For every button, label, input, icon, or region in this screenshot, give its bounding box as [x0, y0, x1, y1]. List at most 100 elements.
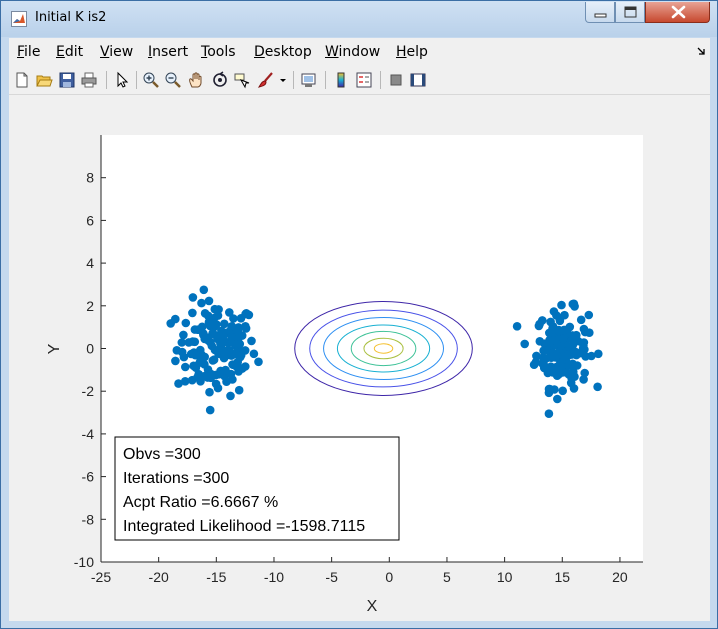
data-point	[206, 369, 216, 379]
data-point	[188, 308, 197, 318]
dropdown-arrow-icon[interactable]	[279, 71, 287, 89]
contour-line	[323, 317, 444, 380]
data-point	[204, 296, 214, 306]
contour-line	[363, 337, 404, 360]
contour-group	[294, 301, 473, 396]
data-point	[227, 332, 236, 342]
x-tick-label: -5	[325, 569, 338, 585]
data-point	[547, 352, 556, 362]
toolbar-separator	[325, 71, 326, 89]
x-tick-label: 10	[497, 569, 513, 585]
menu-view[interactable]: View	[100, 44, 134, 60]
save-icon[interactable]	[58, 71, 76, 89]
data-point	[181, 362, 190, 372]
menu-tools[interactable]: Tools	[201, 44, 236, 60]
data-point	[532, 351, 541, 361]
data-cursor-icon[interactable]	[233, 71, 251, 89]
contour-line	[294, 301, 473, 396]
title-bar[interactable]: Initial K is2	[1, 1, 717, 37]
data-point	[554, 325, 564, 335]
figure-canvas: -25 -20 -15 -10 -5 0 5 10 15 20 -10 -8 -6 -4 -2 0 2 4 6 8 X…	[9, 95, 710, 621]
menu-insert[interactable]: Insert	[148, 44, 189, 60]
data-point	[220, 319, 229, 329]
maximize-icon	[624, 6, 637, 18]
x-tick-label: 0	[385, 569, 393, 585]
menu-help[interactable]: Help	[396, 44, 428, 60]
menu-file[interactable]: File	[17, 44, 41, 60]
x-tick-label: 15	[554, 569, 570, 585]
menu-desktop[interactable]: Desktop	[254, 44, 312, 60]
maximize-button[interactable]	[615, 2, 645, 23]
annotation-likelihood: Integrated Likelihood =-1598.7115	[123, 518, 365, 535]
data-point	[557, 300, 566, 310]
data-point	[235, 339, 245, 349]
y-tick-label: 0	[86, 341, 94, 357]
new-figure-icon[interactable]	[13, 71, 31, 89]
data-point	[558, 386, 567, 396]
edit-plot-arrow-icon[interactable]	[113, 71, 131, 89]
data-point	[177, 338, 187, 347]
data-point	[556, 341, 566, 350]
x-tick-label: -20	[149, 569, 169, 585]
y-tick-label: -6	[82, 469, 95, 485]
data-point	[199, 285, 209, 295]
data-point	[180, 377, 190, 386]
y-tick-label: 8	[86, 170, 94, 186]
y-tick-label: 6	[86, 212, 94, 228]
y-tick-label: -10	[74, 554, 94, 570]
close-button[interactable]	[645, 2, 710, 23]
data-point	[184, 338, 194, 347]
x-tick-label: 20	[612, 569, 628, 585]
data-point	[531, 357, 541, 367]
colorbar-icon[interactable]	[332, 71, 350, 89]
data-point	[241, 322, 250, 331]
print-icon[interactable]	[80, 71, 98, 89]
annotation-iterations: Iterations =300	[123, 470, 229, 487]
brush-icon[interactable]	[257, 71, 275, 89]
contour-line	[309, 309, 458, 388]
annotation-box: Obvs =300 Iterations =300 Acpt Ratio =6.…	[114, 436, 400, 541]
toolbar-separator	[136, 71, 137, 89]
rotate-3d-icon[interactable]	[211, 71, 229, 89]
data-point	[171, 356, 180, 366]
zoom-out-icon[interactable]	[164, 71, 182, 89]
contour-line	[350, 330, 417, 367]
hide-plot-tools-icon[interactable]	[387, 71, 405, 89]
menu-window[interactable]: Window	[325, 44, 381, 60]
data-point	[188, 293, 198, 302]
data-point	[249, 349, 259, 359]
data-point	[220, 348, 229, 357]
data-point	[559, 334, 568, 344]
data-point	[191, 350, 200, 360]
minimize-button[interactable]	[585, 2, 615, 23]
x-tick-label: -25	[91, 569, 111, 585]
data-point	[166, 319, 175, 328]
data-point	[561, 352, 570, 361]
close-icon	[671, 5, 686, 19]
data-point	[181, 318, 191, 328]
dock-arrow-icon[interactable]	[697, 46, 707, 56]
data-point	[520, 339, 529, 349]
legend-icon[interactable]	[355, 71, 373, 89]
data-point	[213, 383, 223, 393]
y-tick-label: -8	[82, 511, 95, 527]
open-file-icon[interactable]	[35, 71, 53, 89]
link-plot-icon[interactable]	[300, 71, 318, 89]
annotation-observations: Obvs =300	[123, 446, 201, 463]
x-tick-label: -10	[264, 569, 284, 585]
toolbar-separator	[106, 71, 107, 89]
data-point	[193, 373, 203, 382]
data-point	[225, 308, 234, 317]
data-point	[570, 336, 579, 345]
data-point	[216, 339, 225, 349]
data-point	[177, 347, 187, 357]
zoom-in-icon[interactable]	[142, 71, 160, 89]
show-plot-tools-icon[interactable]	[409, 71, 427, 89]
menu-edit[interactable]: Edit	[56, 44, 84, 60]
data-point	[594, 349, 603, 359]
toolbar-separator	[293, 71, 294, 89]
x-tick-label: 5	[443, 569, 451, 585]
pan-hand-icon[interactable]	[187, 71, 205, 89]
matlab-logo-icon	[11, 11, 27, 27]
